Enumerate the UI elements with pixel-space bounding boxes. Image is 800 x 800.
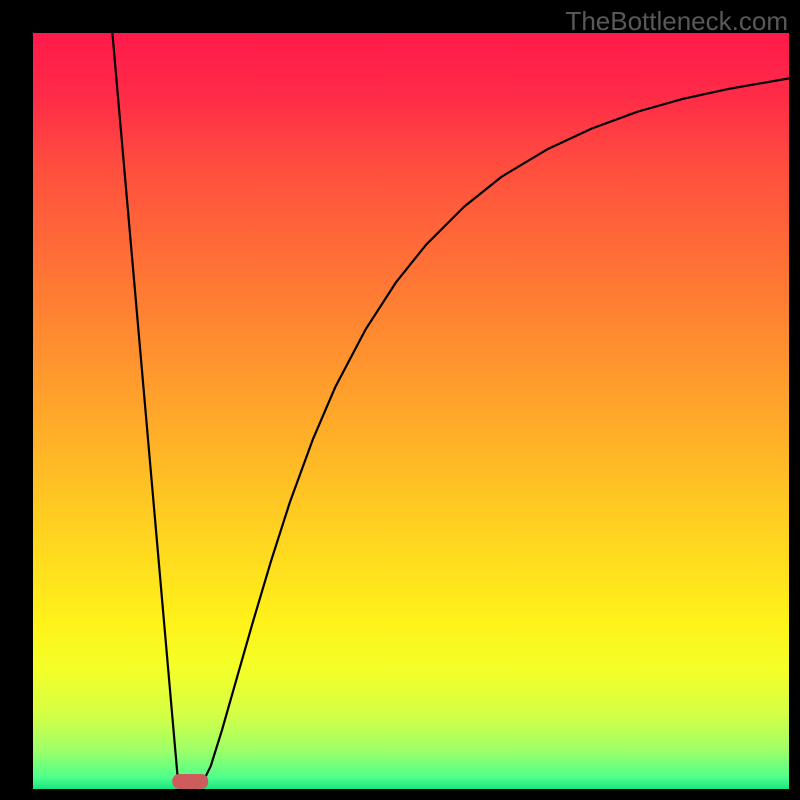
- bottleneck-curve: [112, 33, 789, 783]
- optimal-marker: [172, 774, 208, 789]
- watermark-text: TheBottleneck.com: [565, 6, 788, 37]
- curve-layer: [0, 0, 800, 800]
- chart-container: TheBottleneck.com: [0, 0, 800, 800]
